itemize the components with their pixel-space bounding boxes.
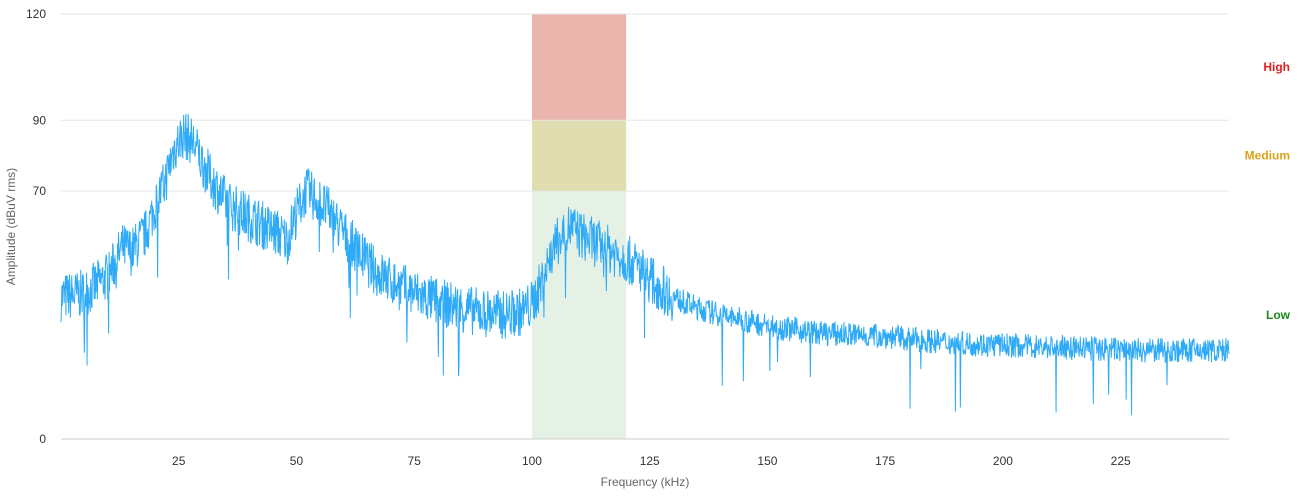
x-tick-label: 50 bbox=[290, 454, 304, 468]
x-tick-label: 175 bbox=[875, 454, 895, 468]
y-tick-label: 90 bbox=[33, 113, 47, 127]
x-tick-label: 75 bbox=[408, 454, 422, 468]
zone-band-medium bbox=[531, 120, 627, 192]
tick-labels: 0 70 90 120 25 50 75 100 125 150 175 200 225 bbox=[26, 7, 1131, 468]
zone-bands bbox=[531, 14, 627, 439]
y-axis-title: Amplitude (dBuV rms) bbox=[4, 168, 18, 285]
x-tick-label: 225 bbox=[1111, 454, 1131, 468]
x-tick-label: 125 bbox=[640, 454, 660, 468]
spectrum-series-line bbox=[60, 113, 1230, 416]
x-axis-title: Frequency (kHz) bbox=[601, 475, 690, 489]
zone-label-high: High bbox=[1263, 60, 1290, 74]
y-tick-label: 120 bbox=[26, 7, 46, 21]
gridlines bbox=[61, 13, 1229, 440]
y-tick-label: 70 bbox=[33, 184, 47, 198]
series-layer bbox=[60, 113, 1230, 416]
zone-band-low bbox=[531, 191, 627, 439]
zone-label-medium: Medium bbox=[1245, 149, 1290, 163]
zone-labels: Low Medium High bbox=[1245, 60, 1291, 322]
zone-band-high bbox=[531, 14, 627, 121]
x-tick-label: 150 bbox=[757, 454, 777, 468]
x-tick-label: 200 bbox=[993, 454, 1013, 468]
x-tick-label: 100 bbox=[522, 454, 542, 468]
y-tick-label: 0 bbox=[39, 432, 46, 446]
x-tick-label: 25 bbox=[172, 454, 186, 468]
zone-label-low: Low bbox=[1266, 308, 1291, 322]
